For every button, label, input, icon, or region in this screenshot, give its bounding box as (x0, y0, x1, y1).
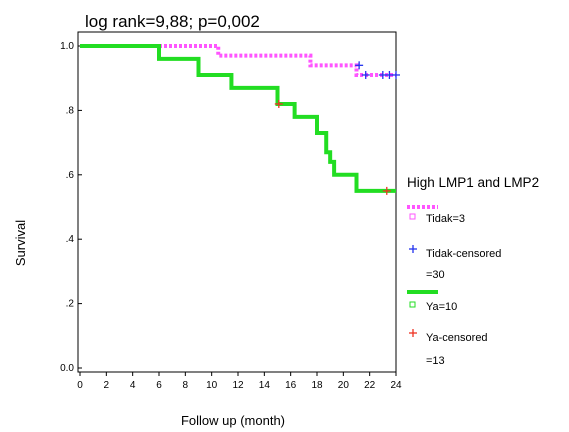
legend: Tidak=3 Tidak-censored =30 Ya=10 Ya-censored… (407, 205, 501, 367)
y-tick-label: .8 (66, 105, 75, 116)
legend-label: =13 (426, 355, 445, 367)
survival-curve-tidak (159, 44, 396, 77)
x-tick-label: 4 (130, 380, 136, 391)
legend-label: Tidak=3 (426, 213, 465, 225)
legend-event-marker-ya (409, 301, 416, 308)
y-tick-label: .4 (66, 234, 75, 245)
x-tick-label: 0 (77, 380, 83, 391)
x-tick-label: 2 (104, 380, 110, 391)
x-tick-label: 14 (259, 380, 271, 391)
x-tick-label: 16 (285, 380, 297, 391)
x-tick-label: 12 (232, 380, 244, 391)
y-axis-label: Survival (13, 220, 28, 266)
y-axis-ticks: 0.0 .2 .4 .6 .8 1.0 (60, 41, 82, 374)
censored-marker-tidak (355, 61, 364, 70)
x-axis-label: Follow up (month) (181, 413, 285, 428)
y-tick-label: 1.0 (60, 41, 74, 52)
x-tick-label: 8 (183, 380, 189, 391)
chart-title: log rank=9,88; p=0,002 (85, 12, 260, 31)
censored-marker-ya (382, 186, 391, 195)
y-tick-label: 0.0 (60, 363, 74, 374)
y-tick-label: .2 (66, 299, 75, 310)
x-tick-label: 6 (156, 380, 162, 391)
legend-label: =30 (426, 269, 445, 281)
x-tick-label: 20 (338, 380, 350, 391)
legend-event-marker-tidak (409, 213, 416, 220)
x-tick-label: 24 (390, 380, 402, 391)
y-tick-label: .6 (66, 170, 75, 181)
survival-curves (80, 44, 400, 195)
survival-curve-ya (80, 44, 396, 193)
legend-title: High LMP1 and LMP2 (407, 175, 539, 190)
x-axis-ticks: 0 2 4 6 8 10 12 14 16 18 20 22 24 (77, 372, 402, 391)
legend-label: Ya=10 (426, 301, 457, 313)
x-tick-label: 22 (364, 380, 376, 391)
x-tick-label: 18 (311, 380, 323, 391)
plot-area-frame (77, 31, 397, 373)
censored-marker-tidak (392, 70, 400, 79)
legend-label: Ya-censored (426, 332, 488, 344)
x-tick-label: 10 (206, 380, 218, 391)
censored-marker-ya (274, 99, 283, 108)
legend-censor-marker-ya (409, 329, 417, 337)
legend-censor-marker-tidak (409, 245, 417, 253)
legend-label: Tidak-censored (426, 248, 501, 260)
censored-marker-tidak (361, 70, 370, 79)
